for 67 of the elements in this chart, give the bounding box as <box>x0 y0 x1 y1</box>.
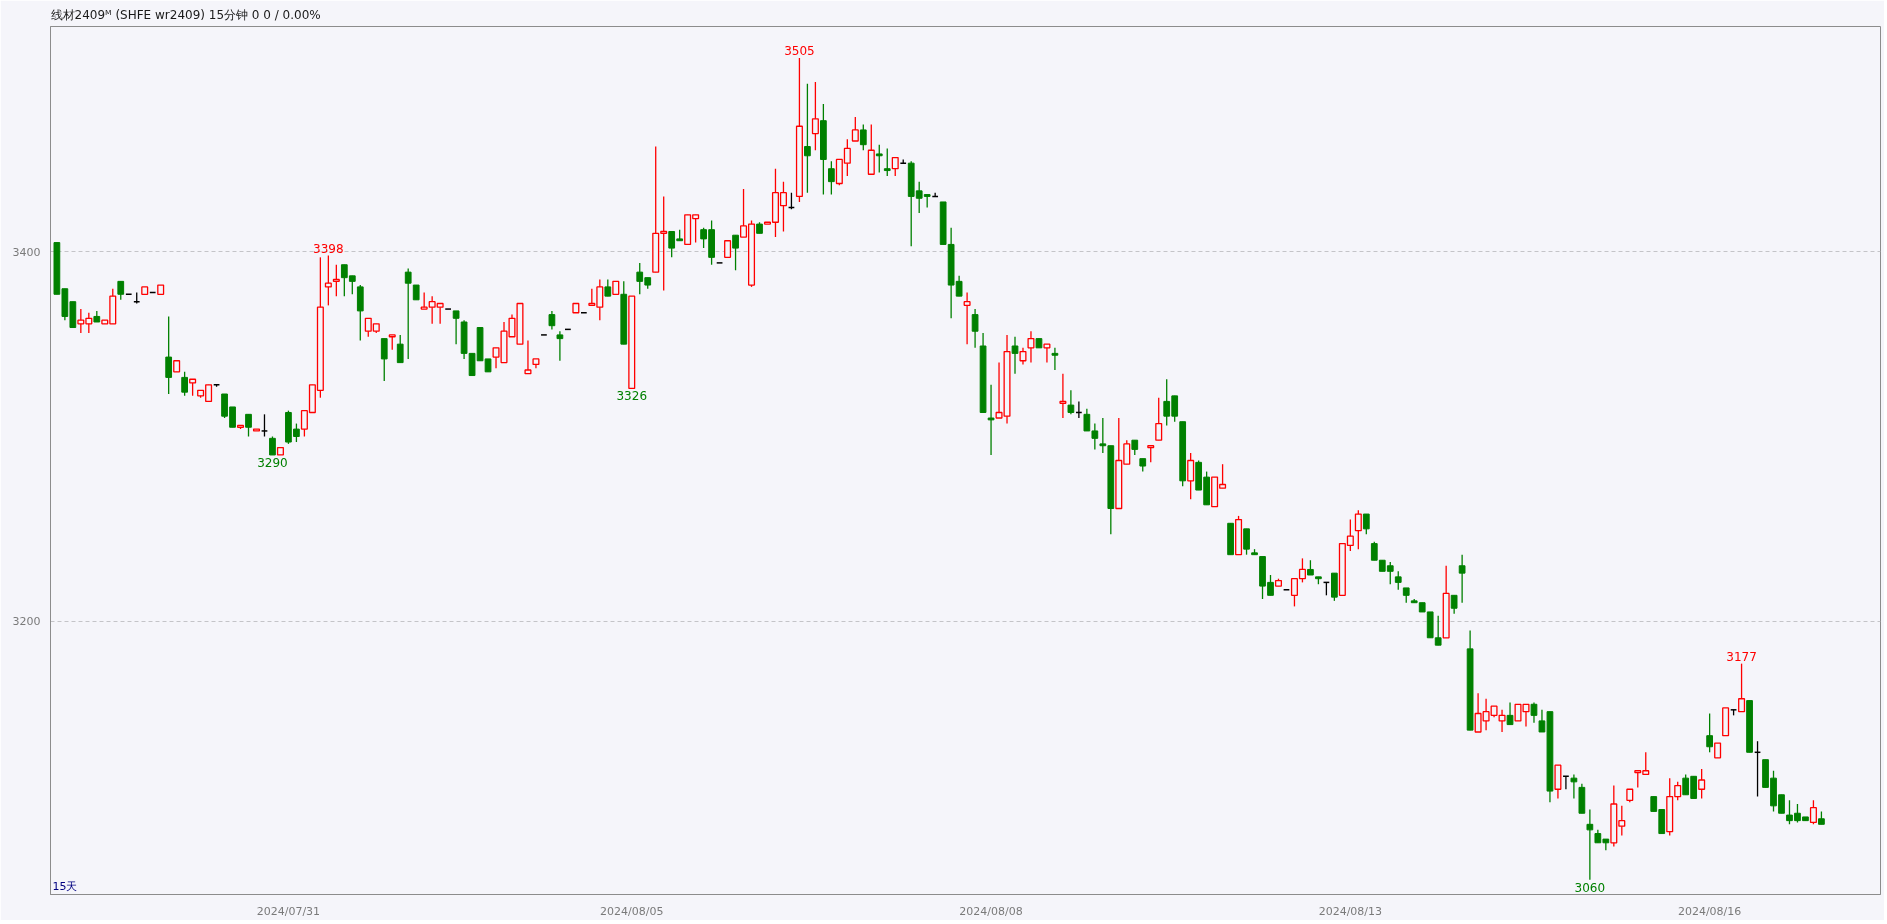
candlestick <box>859 123 867 151</box>
annotation: 3326 <box>616 389 648 404</box>
candlestick <box>1187 452 1195 500</box>
annotation: 15天 <box>52 879 78 893</box>
candlestick <box>1067 389 1075 415</box>
candlestick <box>1498 709 1506 733</box>
candlestick <box>875 144 883 174</box>
candlestick <box>1051 347 1059 371</box>
candlestick <box>963 291 971 345</box>
candlestick <box>1706 712 1714 753</box>
annotation: 3060 <box>1574 880 1606 895</box>
candlestick <box>1243 528 1250 556</box>
candlestick <box>804 83 811 194</box>
candlestick <box>1450 594 1458 615</box>
candlestick <box>324 254 332 307</box>
x-tick-label: 2024/08/05 <box>600 904 664 918</box>
annotation: 3177 <box>1726 649 1757 664</box>
annotation: 3505 <box>784 43 815 58</box>
candlestick <box>1331 572 1338 602</box>
candlestick <box>117 280 125 301</box>
candlestick <box>181 371 189 397</box>
candlestick <box>556 330 564 362</box>
annotation: 3290 <box>257 455 288 470</box>
candlestick <box>1059 373 1067 419</box>
y-tick-label: 3400 <box>12 245 41 259</box>
candlestick <box>332 264 340 297</box>
annotation: 3398 <box>313 241 344 256</box>
chart-title: 线材2409ᴹ (SHFE wr2409) 15分钟 0 0 / 0.00% <box>50 7 321 22</box>
candlestick <box>548 310 556 331</box>
x-tick-label: 2024/08/16 <box>1677 904 1742 918</box>
candlestick <box>1394 570 1402 591</box>
candlestick <box>260 413 269 438</box>
candlestick <box>1354 509 1362 550</box>
candlestick <box>452 310 460 345</box>
candlestick <box>883 147 891 177</box>
candlestick <box>1809 799 1817 825</box>
candlestick <box>732 234 739 271</box>
candlestick <box>811 81 819 151</box>
candlestick <box>1099 417 1107 454</box>
candlestick <box>1458 554 1466 604</box>
candlestick <box>1155 397 1163 441</box>
x-tick-label: 2024/08/13 <box>1318 904 1383 918</box>
candlestick <box>524 339 532 375</box>
candlestick <box>1530 701 1538 724</box>
candlestick <box>396 334 404 364</box>
candlestick <box>404 267 412 360</box>
x-tick-label: 2024/08/08 <box>959 904 1023 918</box>
candlestick <box>380 337 388 382</box>
candlestick <box>1570 773 1578 800</box>
candlestick <box>891 156 899 177</box>
x-tick-label: 2024/07/31 <box>256 904 321 918</box>
candlestick <box>269 435 276 456</box>
candlestick <box>1738 663 1746 713</box>
candlestick <box>851 116 859 142</box>
candlestick <box>245 413 252 438</box>
candlestick <box>987 384 995 456</box>
candlestick <box>1011 336 1019 375</box>
candlestick <box>1586 808 1594 881</box>
candlestick <box>165 315 173 395</box>
candlestick <box>867 123 875 175</box>
candlestick <box>1698 768 1706 800</box>
candlestick <box>1362 513 1370 536</box>
y-tick-label: 3200 <box>12 615 41 629</box>
candlestick <box>827 160 835 196</box>
candlestick <box>1027 330 1035 364</box>
candlestick <box>1506 701 1514 726</box>
candlestick <box>971 308 979 349</box>
